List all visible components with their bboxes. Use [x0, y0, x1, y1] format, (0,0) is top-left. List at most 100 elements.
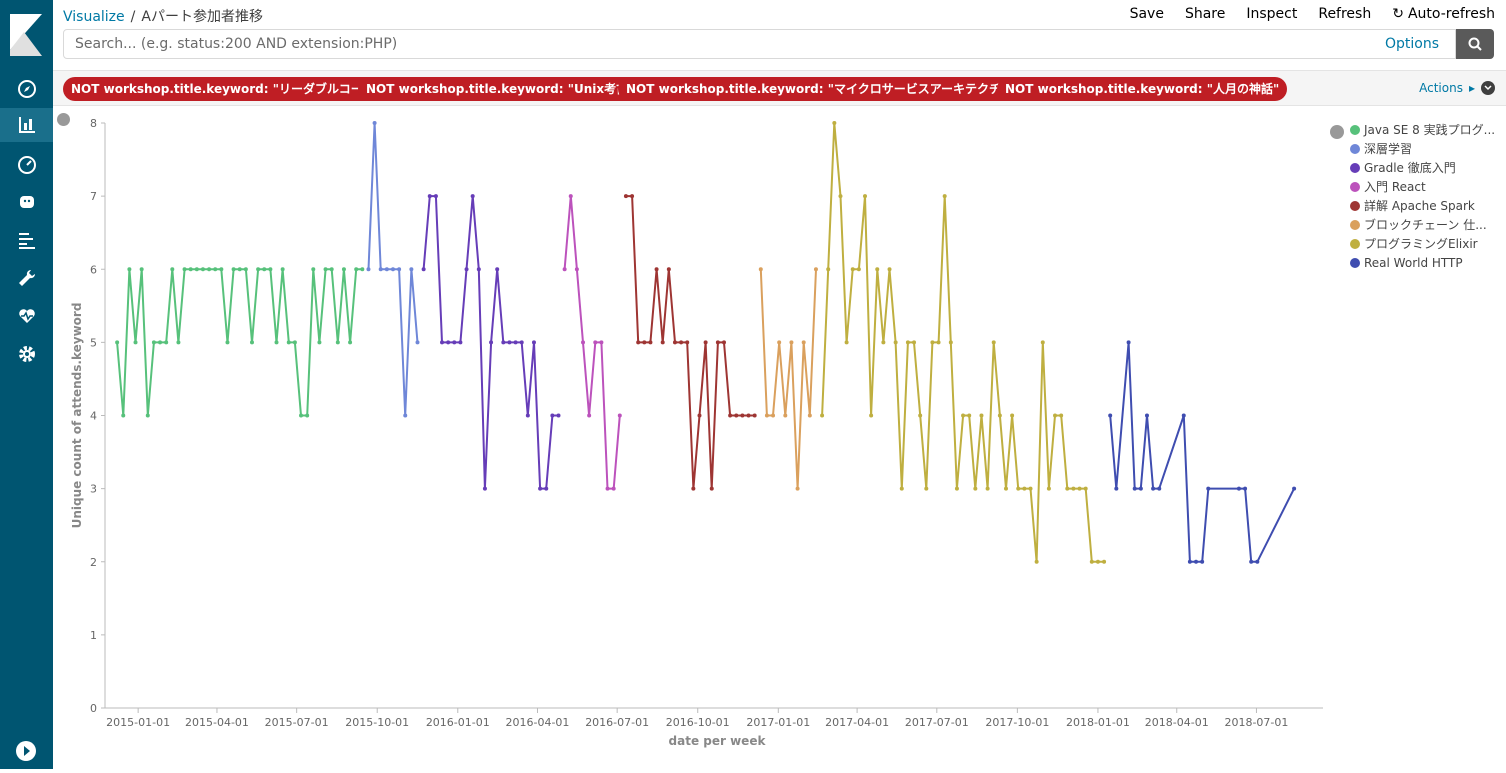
data-point [1077, 486, 1082, 491]
data-point [574, 267, 579, 272]
data-point [237, 267, 242, 272]
legend-item[interactable]: Gradle 徹底入門 [1350, 158, 1500, 177]
data-point [1003, 486, 1008, 491]
legend-item[interactable]: プログラミングElixir [1350, 234, 1500, 253]
data-point [666, 267, 671, 272]
devtools-wrench-icon[interactable] [0, 261, 53, 295]
data-point [550, 413, 555, 418]
search-input[interactable] [75, 35, 1355, 53]
data-point [194, 267, 199, 272]
legend-item[interactable]: 入門 React [1350, 177, 1500, 196]
data-point [783, 413, 788, 418]
options-link[interactable]: Options [1384, 36, 1439, 52]
data-point [728, 413, 733, 418]
settings-gear-icon[interactable] [0, 337, 53, 371]
data-point [513, 340, 518, 345]
timelion-icon[interactable] [0, 185, 53, 219]
legend-color-icon [1350, 257, 1360, 268]
data-point [1046, 486, 1051, 491]
breadcrumb-visualize-link[interactable]: Visualize [63, 9, 125, 25]
sidebar [0, 0, 53, 769]
chevron-down-icon[interactable] [1481, 81, 1495, 95]
data-point [262, 267, 267, 272]
data-point [317, 340, 322, 345]
data-point [881, 340, 886, 345]
series-line [563, 195, 621, 490]
legend-item[interactable]: ブロックチェーン 仕... [1350, 215, 1500, 234]
apm-icon[interactable] [0, 223, 53, 257]
data-point [489, 340, 494, 345]
save-button[interactable]: Save [1129, 6, 1164, 22]
data-point [231, 267, 236, 272]
data-point [1187, 559, 1192, 564]
visualize-icon[interactable] [0, 108, 53, 142]
filter-pill[interactable]: NOT workshop.title.keyword: "人月の神話" [997, 77, 1288, 101]
data-point [305, 413, 310, 418]
filter-pill[interactable]: NOT workshop.title.keyword: "Unix考古学" [358, 77, 655, 101]
data-point [299, 413, 304, 418]
data-point [973, 486, 978, 491]
data-point [176, 340, 181, 345]
legend-color-icon [1350, 200, 1360, 211]
data-point [850, 267, 855, 272]
auto-refresh-button[interactable]: ↻ Auto-refresh [1392, 6, 1495, 22]
data-point [200, 267, 205, 272]
x-tick-label: 2015-04-01 [185, 716, 249, 729]
data-point [544, 486, 549, 491]
data-point [623, 194, 628, 199]
data-point [1102, 559, 1107, 564]
collapse-sidebar-icon[interactable] [16, 741, 36, 761]
data-point [746, 413, 751, 418]
monitoring-heart-icon[interactable] [0, 299, 53, 333]
legend-item[interactable]: 詳解 Apache Spark [1350, 196, 1500, 215]
legend-label: 詳解 Apache Spark [1364, 199, 1475, 213]
filter-actions[interactable]: Actions ▸ [1419, 81, 1495, 95]
share-button[interactable]: Share [1184, 6, 1226, 22]
x-tick-label: 2017-07-01 [905, 716, 969, 729]
data-point [875, 267, 880, 272]
data-point [495, 267, 500, 272]
refresh-button[interactable]: Refresh [1318, 6, 1372, 22]
legend-toggle-icon[interactable] [1330, 125, 1344, 139]
data-point [1059, 413, 1064, 418]
data-point [286, 340, 291, 345]
data-point [954, 486, 959, 491]
legend-item[interactable]: Java SE 8 実践プログ... [1350, 120, 1500, 139]
data-point [182, 267, 187, 272]
data-point [820, 413, 825, 418]
discover-icon[interactable] [0, 72, 53, 106]
data-point [531, 340, 536, 345]
data-point [752, 413, 757, 418]
x-tick-label: 2016-04-01 [506, 716, 570, 729]
filter-pill[interactable]: NOT workshop.title.keyword: "リーダブルコード" [63, 77, 390, 101]
data-point [764, 413, 769, 418]
data-point [145, 413, 150, 418]
data-point [758, 267, 763, 272]
y-tick-label: 3 [90, 483, 97, 496]
actions-label: Actions [1419, 81, 1463, 95]
toggle-editor-icon[interactable] [57, 113, 70, 126]
data-point [918, 413, 923, 418]
data-point [685, 340, 690, 345]
legend-item[interactable]: Real World HTTP [1350, 253, 1500, 272]
search-button[interactable] [1456, 29, 1494, 59]
dashboard-icon[interactable] [0, 148, 53, 182]
data-point [1206, 486, 1211, 491]
y-tick-label: 2 [90, 556, 97, 569]
filter-pill[interactable]: NOT workshop.title.keyword: "マイクロサービスアーキ… [618, 77, 1028, 101]
data-point [115, 340, 120, 345]
data-point [789, 340, 794, 345]
kibana-logo[interactable] [10, 14, 42, 56]
data-point [360, 267, 365, 272]
data-point [593, 340, 598, 345]
data-point [709, 486, 714, 491]
inspect-button[interactable]: Inspect [1246, 6, 1298, 22]
data-point [630, 194, 635, 199]
data-point [1292, 486, 1297, 491]
x-tick-label: 2018-04-01 [1145, 716, 1209, 729]
legend-label: プログラミングElixir [1364, 237, 1478, 251]
data-point [452, 340, 457, 345]
search-icon [1468, 37, 1482, 51]
legend-item[interactable]: 深層学習 [1350, 139, 1500, 158]
data-point [856, 267, 861, 272]
